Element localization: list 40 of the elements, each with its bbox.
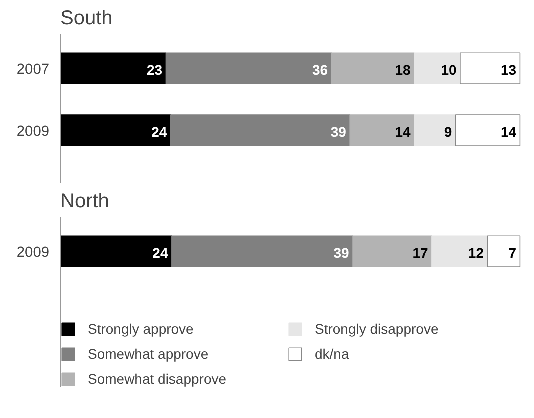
data-label: 9 [444,124,452,140]
data-label: 10 [441,62,457,78]
bar [60,236,172,268]
data-label: 13 [500,62,517,78]
data-label: 17 [412,244,428,261]
legend-label: Somewhat approve [88,346,210,362]
chart-title: North [60,190,110,212]
bar [166,52,332,84]
data-label: 39 [334,244,350,261]
data-label: 12 [468,244,484,261]
bar [331,52,415,84]
data-label: 18 [395,62,412,78]
legend-label: Somewhat disapprove [88,371,228,387]
data-label: 14 [500,124,517,140]
bar [487,236,521,268]
y-tick-label: 2009 [16,245,50,262]
bar [432,236,488,268]
bar [460,52,521,84]
y-tick-label: 2007 [16,62,50,78]
legend-label: Strongly disapprove [315,321,440,337]
data-label: 23 [146,62,163,78]
bar [172,236,354,268]
legend-label: dk/na [315,346,350,362]
y-tick-label: 2009 [16,124,50,140]
bar [350,114,415,146]
data-label: 14 [395,124,412,140]
chart-title: South [60,8,113,30]
data-label: 36 [312,62,328,78]
data-label: 24 [152,124,168,140]
data-label: 24 [152,244,168,261]
data-label: 39 [330,124,347,140]
data-label: 7 [508,244,517,261]
bar [414,114,456,146]
legend-label: Strongly approve [88,321,195,337]
bar [414,52,461,84]
bar [60,52,167,84]
bar [455,114,521,146]
bar [60,114,172,146]
bar [170,114,351,146]
bar [352,236,432,268]
